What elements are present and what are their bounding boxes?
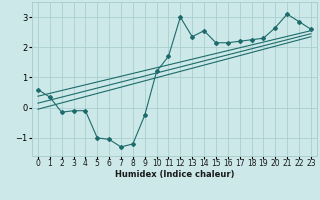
X-axis label: Humidex (Indice chaleur): Humidex (Indice chaleur): [115, 170, 234, 179]
